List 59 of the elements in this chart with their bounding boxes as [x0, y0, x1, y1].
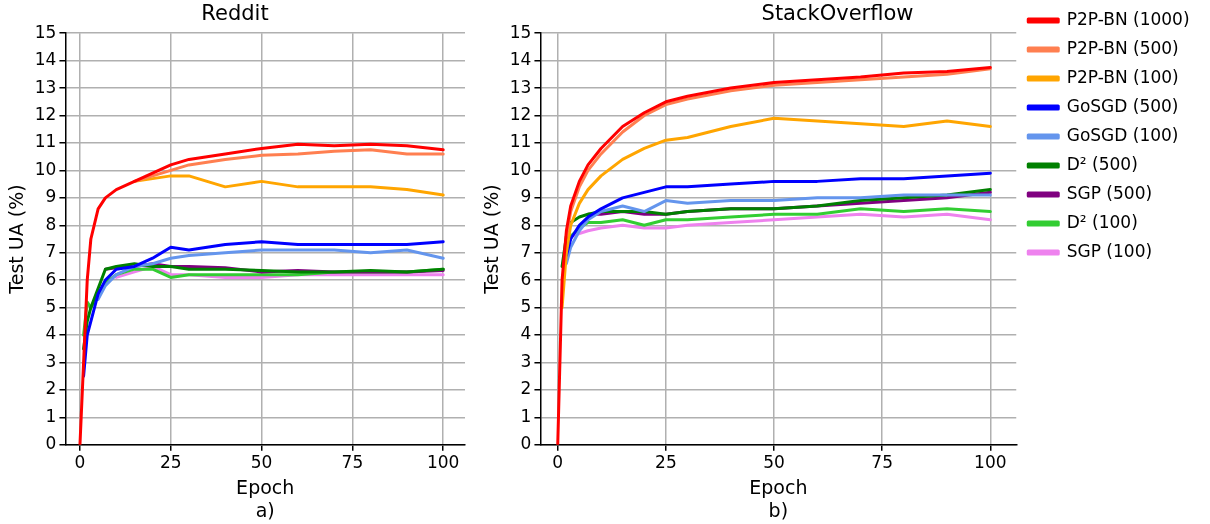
y-tick-label: 13	[509, 76, 532, 97]
y-tick-label: 14	[509, 49, 532, 70]
chart-title: Reddit	[201, 1, 269, 26]
y-tick-label: 15	[34, 21, 57, 42]
y-tick-label: 10	[34, 158, 57, 179]
y-tick-label: 3	[45, 350, 57, 371]
y-tick-label: 4	[520, 323, 532, 344]
y-tick-label: 1	[520, 405, 532, 426]
y-tick-label: 1	[45, 405, 57, 426]
y-tick-label: 4	[45, 323, 57, 344]
x-tick-label: 100	[974, 452, 1007, 473]
x-tick-label: 75	[871, 452, 893, 473]
y-tick-label: 7	[45, 241, 57, 262]
y-tick-label: 15	[509, 21, 532, 42]
x-tick-label: 25	[159, 452, 182, 473]
y-tick-label: 10	[509, 158, 532, 179]
y-tick-label: 2	[520, 378, 532, 399]
y-tick-label: 9	[520, 186, 532, 207]
legend-label: GoSGD (100)	[1066, 124, 1179, 145]
y-tick-label: 12	[34, 103, 57, 124]
y-tick-label: 9	[45, 186, 57, 207]
x-tick-label: 50	[763, 452, 785, 473]
y-tick-label: 8	[520, 213, 532, 234]
chart-title: StackOverflow	[761, 1, 914, 26]
y-tick-label: 8	[45, 213, 57, 234]
legend-label: P2P-BN (500)	[1066, 37, 1179, 58]
y-tick-label: 13	[34, 76, 57, 97]
y-tick-label: 3	[520, 350, 532, 371]
y-tick-label: 14	[34, 49, 57, 70]
y-axis-title: Test UA (%)	[5, 184, 28, 295]
y-tick-label: 5	[520, 296, 532, 317]
y-tick-label: 7	[520, 241, 532, 262]
legend-label: D² (100)	[1066, 211, 1138, 232]
y-tick-label: 2	[45, 378, 57, 399]
x-axis-title: Epoch	[749, 475, 808, 498]
legend-label: GoSGD (500)	[1066, 95, 1179, 116]
y-axis-title: Test UA (%)	[480, 184, 503, 295]
y-tick-label: 12	[509, 103, 532, 124]
x-tick-label: 100	[426, 452, 460, 473]
legend-label: P2P-BN (1000)	[1066, 8, 1190, 29]
x-tick-label: 0	[552, 452, 564, 473]
y-tick-label: 6	[45, 268, 57, 289]
legend-label: SGP (100)	[1066, 240, 1153, 261]
x-axis-title: Epoch	[236, 475, 295, 498]
legend-label: SGP (500)	[1066, 182, 1153, 203]
y-tick-label: 11	[34, 131, 57, 152]
legend-label: P2P-BN (100)	[1066, 66, 1179, 87]
y-tick-label: 11	[509, 131, 532, 152]
x-tick-label: 50	[250, 452, 273, 473]
x-tick-label: 0	[74, 452, 86, 473]
y-tick-label: 5	[45, 296, 57, 317]
text: a)	[255, 499, 275, 522]
text: b)	[768, 499, 789, 522]
x-tick-label: 75	[341, 452, 364, 473]
y-tick-label: 6	[520, 268, 532, 289]
y-tick-label: 0	[520, 433, 532, 454]
y-tick-label: 0	[45, 433, 57, 454]
legend-label: D² (500)	[1066, 153, 1138, 174]
x-tick-label: 25	[655, 452, 677, 473]
